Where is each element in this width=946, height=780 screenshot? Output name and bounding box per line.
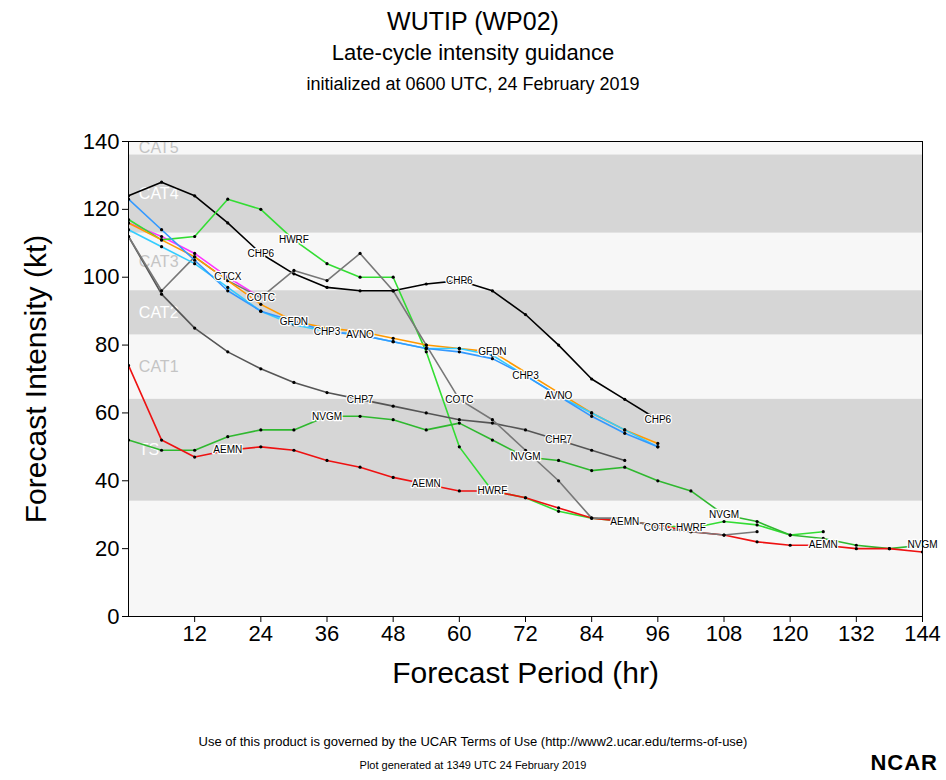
svg-text:AEMN: AEMN bbox=[809, 539, 838, 550]
svg-text:AEMN: AEMN bbox=[610, 516, 639, 527]
svg-text:CHP7: CHP7 bbox=[347, 394, 374, 405]
svg-text:NVGM: NVGM bbox=[312, 411, 342, 422]
svg-text:NVGM: NVGM bbox=[709, 509, 739, 520]
svg-text:144: 144 bbox=[904, 621, 941, 646]
svg-text:COTC: COTC bbox=[445, 394, 473, 405]
svg-text:HWRF: HWRF bbox=[676, 522, 706, 533]
svg-text:140: 140 bbox=[83, 130, 120, 154]
svg-text:HWRF: HWRF bbox=[477, 485, 507, 496]
html-text:Use of this product is governe: Use of this product is governed by the U… bbox=[198, 734, 748, 749]
html-text:WUTIP (WP02): WUTIP (WP02) bbox=[387, 7, 559, 35]
svg-text:CAT4: CAT4 bbox=[139, 185, 179, 202]
html-text:Plot generated at 1349 UTC 24: Plot generated at 1349 UTC 24 February 2… bbox=[359, 759, 587, 771]
svg-text:24: 24 bbox=[249, 621, 273, 646]
svg-text:AEMN: AEMN bbox=[213, 444, 242, 455]
svg-text:100: 100 bbox=[83, 264, 120, 289]
svg-text:CAT5: CAT5 bbox=[138, 139, 179, 157]
html-text:Late-cycle intensity guidance: Late-cycle intensity guidance bbox=[331, 40, 615, 65]
svg-text:120: 120 bbox=[83, 196, 120, 221]
svg-text:132: 132 bbox=[838, 621, 875, 646]
svg-text:60: 60 bbox=[95, 400, 119, 425]
svg-text:48: 48 bbox=[381, 621, 405, 646]
html-text:NCAR: NCAR bbox=[870, 750, 938, 775]
svg-text:CAT3: CAT3 bbox=[139, 253, 179, 270]
svg-text:TS: TS bbox=[138, 441, 160, 459]
svg-text:AVNO: AVNO bbox=[545, 390, 573, 401]
svg-text:CAT2: CAT2 bbox=[138, 304, 179, 321]
svg-text:120: 120 bbox=[772, 621, 809, 646]
svg-text:Forecast Period (hr): Forecast Period (hr) bbox=[392, 656, 659, 689]
svg-text:108: 108 bbox=[706, 621, 743, 646]
svg-text:COTC: COTC bbox=[644, 522, 672, 533]
svg-text:20: 20 bbox=[95, 536, 119, 561]
svg-text:60: 60 bbox=[447, 621, 471, 646]
svg-text:COTC: COTC bbox=[247, 292, 275, 303]
svg-text:CHP7: CHP7 bbox=[545, 434, 572, 445]
svg-text:CHP6: CHP6 bbox=[247, 248, 274, 259]
svg-text:AEMN: AEMN bbox=[412, 478, 441, 489]
html-text:initialized at 0600 UTC, 24 Fe: initialized at 0600 UTC, 24 February 201… bbox=[306, 74, 640, 94]
svg-text:GFDN: GFDN bbox=[280, 316, 308, 327]
svg-text:12: 12 bbox=[182, 621, 206, 646]
svg-text:NVGM: NVGM bbox=[511, 451, 541, 462]
svg-text:CHP3: CHP3 bbox=[512, 370, 539, 381]
svg-text:Forecast Intensity (kt): Forecast Intensity (kt) bbox=[19, 235, 52, 523]
svg-text:96: 96 bbox=[646, 621, 670, 646]
svg-text:CHP6: CHP6 bbox=[446, 275, 473, 286]
svg-text:72: 72 bbox=[513, 621, 537, 646]
svg-text:AVNO: AVNO bbox=[346, 329, 374, 340]
svg-text:CHP6: CHP6 bbox=[644, 414, 671, 425]
svg-text:CTCX: CTCX bbox=[214, 271, 242, 282]
svg-text:HWRF: HWRF bbox=[279, 234, 309, 245]
svg-text:84: 84 bbox=[579, 621, 603, 646]
svg-text:CAT1: CAT1 bbox=[139, 358, 179, 375]
svg-text:40: 40 bbox=[95, 468, 119, 493]
svg-text:GFDN: GFDN bbox=[478, 346, 506, 357]
svg-text:80: 80 bbox=[95, 332, 119, 357]
svg-text:NVGM: NVGM bbox=[907, 539, 938, 551]
svg-text:36: 36 bbox=[315, 621, 339, 646]
svg-text:0: 0 bbox=[107, 604, 119, 629]
svg-text:CHP3: CHP3 bbox=[314, 326, 341, 337]
